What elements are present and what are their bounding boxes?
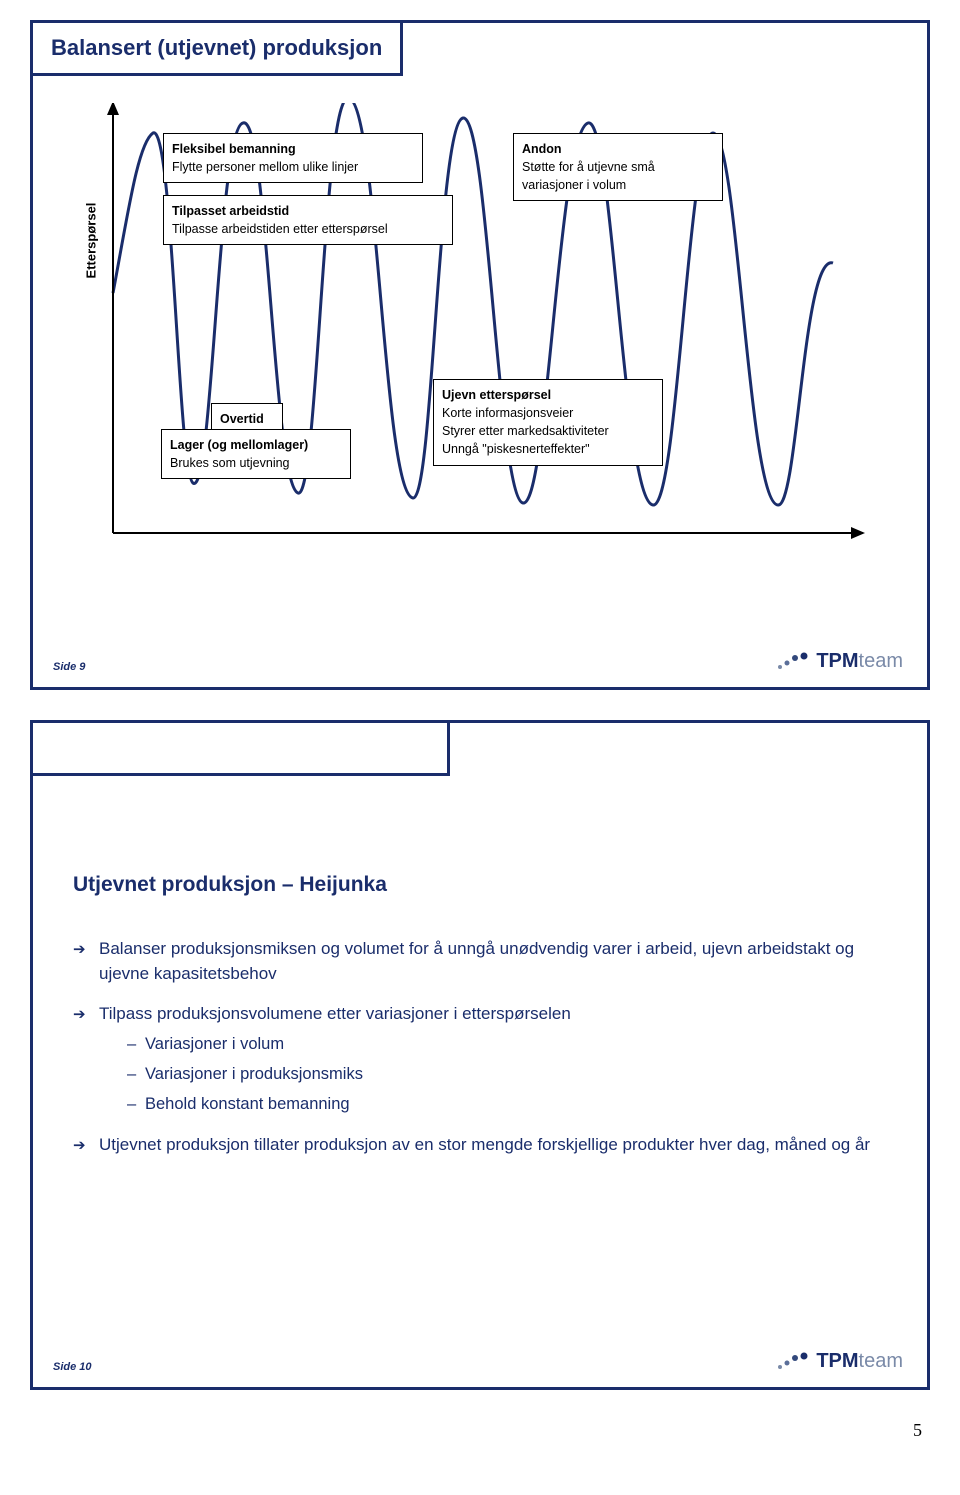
bullet-list: Balanser produksjonsmiksen og volumet fo…	[73, 937, 887, 1157]
slide1-title-block: Balansert (utjevnet) produksjon	[30, 20, 403, 76]
box-lager-line: Brukes som utjevning	[170, 454, 342, 472]
y-axis-arrow	[107, 103, 119, 115]
logo-text: TPMteam	[816, 650, 903, 673]
slide-2: Utjevnet produksjon – Heijunka Balanser …	[30, 720, 930, 1390]
logo-brand: TPM	[816, 650, 858, 672]
chart-area: Etterspørsel Fleksibel bemanning Flytte …	[93, 103, 893, 623]
logo-text: TPMteam	[816, 1350, 903, 1373]
bullet-3-text: Utjevnet produksjon tillater produksjon …	[99, 1135, 870, 1154]
bullet-1-text: Balanser produksjonsmiksen og volumet fo…	[99, 939, 854, 983]
logo-brand: TPM	[816, 1350, 858, 1372]
box-adapted-head: Tilpasset arbeidstid	[172, 202, 444, 220]
slide2-body: Utjevnet produksjon – Heijunka Balanser …	[73, 873, 887, 1173]
box-uneven-l1: Korte informasjonsveier	[442, 404, 654, 422]
box-flexible-line: Flytte personer mellom ulike linjer	[172, 158, 414, 176]
box-uneven-head: Ujevn etterspørsel	[442, 386, 654, 404]
logo-suffix: team	[859, 650, 903, 672]
bullet-2-sub-1: Variasjoner i volum	[127, 1033, 887, 1057]
slide2-title-block	[30, 720, 450, 776]
logo-suffix: team	[859, 1350, 903, 1372]
bullet-2-sublist: Variasjoner i volum Variasjoner i produk…	[127, 1033, 887, 1117]
bullet-1: Balanser produksjonsmiksen og volumet fo…	[73, 937, 887, 986]
logo-dots-icon	[774, 1349, 810, 1373]
box-andon-line: Støtte for å utjevne små variasjoner i v…	[522, 158, 714, 194]
slide1-title: Balansert (utjevnet) produksjon	[51, 35, 382, 61]
slide1-side: Side 9	[53, 661, 85, 673]
box-adapted: Tilpasset arbeidstid Tilpasse arbeidstid…	[163, 195, 453, 245]
box-lager-head: Lager (og mellomlager)	[170, 436, 342, 454]
bullet-3: Utjevnet produksjon tillater produksjon …	[73, 1133, 887, 1158]
box-andon: Andon Støtte for å utjevne små variasjon…	[513, 133, 723, 201]
logo: TPMteam	[774, 649, 903, 673]
box-uneven-l3: Unngå "piskesnerteffekter"	[442, 440, 654, 458]
box-lager: Lager (og mellomlager) Brukes som utjevn…	[161, 429, 351, 479]
box-overtid-head: Overtid	[220, 410, 274, 428]
page-number: 5	[30, 1420, 930, 1441]
slide2-title	[51, 735, 429, 761]
box-adapted-line: Tilpasse arbeidstiden etter etterspørsel	[172, 220, 444, 238]
slide2-side: Side 10	[53, 1361, 92, 1373]
box-andon-head: Andon	[522, 140, 714, 158]
box-uneven-l2: Styrer etter markedsaktiviteter	[442, 422, 654, 440]
box-flexible-head: Fleksibel bemanning	[172, 140, 414, 158]
logo-dots-icon	[774, 649, 810, 673]
bullet-2: Tilpass produksjonsvolumene etter varias…	[73, 1002, 887, 1116]
x-axis-arrow	[851, 527, 865, 539]
bullet-2-sub-2: Variasjoner i produksjonsmiks	[127, 1063, 887, 1087]
bullet-2-text: Tilpass produksjonsvolumene etter varias…	[99, 1004, 571, 1023]
slide2-subtitle: Utjevnet produksjon – Heijunka	[73, 873, 887, 897]
box-uneven: Ujevn etterspørsel Korte informasjonsvei…	[433, 379, 663, 466]
logo: TPMteam	[774, 1349, 903, 1373]
box-flexible: Fleksibel bemanning Flytte personer mell…	[163, 133, 423, 183]
slide-1: Balansert (utjevnet) produksjon Etterspø…	[30, 20, 930, 690]
bullet-2-sub-3: Behold konstant bemanning	[127, 1093, 887, 1117]
